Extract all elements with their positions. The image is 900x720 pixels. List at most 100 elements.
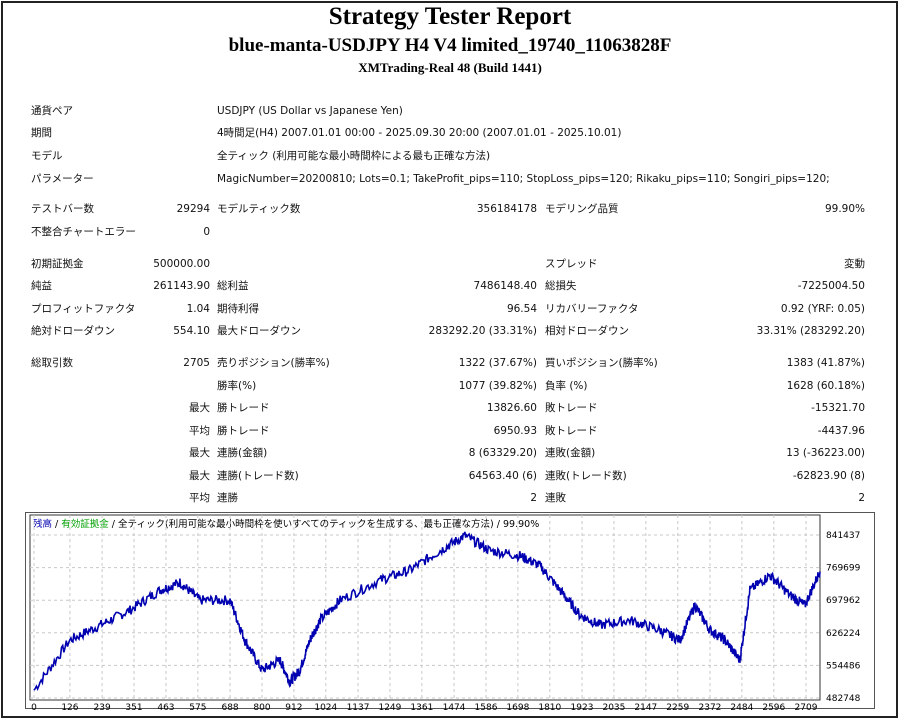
legend-model: 全ティック(利用可能な最小時間枠を使いすべてのティックを生成する、最も正確な方法… (118, 519, 494, 530)
stat-value: 96.54 (506, 303, 537, 315)
stat-value: 1322 (37.67%) (458, 357, 537, 369)
stat-value: 1628 (60.18%) (786, 380, 865, 392)
stats-row: 絶対ドローダウン 554.10 最大ドローダウン 283292.20 (33.31%)… (0, 322, 900, 340)
server-name: XMTrading-Real 48 (Build 1441) (358, 60, 542, 75)
stat-label: 期待利得 (217, 303, 259, 315)
stat-value: 6950.93 (493, 425, 537, 437)
stats-row: 不整合チャートエラー 0 (0, 223, 900, 241)
stats-row: 総取引数 2705 売りポジション(勝率%) 1322 (37.67%) 買いポジション… (0, 354, 900, 372)
x-tick-label: 463 (157, 703, 174, 713)
x-tick-label: 126 (61, 703, 78, 713)
info-value: MagicNumber=20200810; Lots=0.1; TakeProf… (217, 173, 830, 185)
stats-row: テストバー数 29294 モデルティック数 356184178 モデリング品質 99.90… (0, 200, 900, 218)
stat-label: 連勝(トレード数) (217, 470, 299, 482)
stat-value: -15321.70 (811, 402, 865, 414)
stat-label: プロフィットファクタ (31, 303, 136, 315)
stat-value: 1383 (41.87%) (786, 357, 865, 369)
stats-row: プロフィットファクタ 1.04 期待利得 96.54 リカバリーファクタ 0.92 (YR… (0, 300, 900, 318)
stat-value: 8 (63329.20) (468, 447, 537, 459)
x-tick-label: 1586 (475, 703, 498, 713)
stat-value: 最大 (189, 447, 210, 459)
stat-label: 総取引数 (31, 357, 73, 369)
stat-value: 13 (-36223.00) (786, 447, 865, 459)
y-tick-label: 841437 (826, 531, 860, 541)
stat-value: 2705 (183, 357, 210, 369)
x-tick-label: 688 (221, 703, 238, 713)
stats-row: 最大 連勝(トレード数) 64563.40 (6) 連敗(トレード数) -62823.9… (0, 467, 900, 485)
x-tick-label: 2147 (634, 703, 657, 713)
info-label: 期間 (31, 127, 52, 139)
x-tick-label: 239 (94, 703, 111, 713)
stat-label: モデルティック数 (217, 203, 301, 215)
stat-label: 連敗 (545, 492, 566, 504)
x-tick-label: 2596 (762, 703, 785, 713)
stat-label: 勝トレード (217, 425, 270, 437)
y-tick-label: 482748 (826, 694, 861, 704)
stat-value: -7225004.50 (797, 280, 865, 292)
stat-label: 買いポジション(勝率%) (545, 357, 658, 369)
stat-value: 0 (203, 226, 210, 238)
report-subtitle: blue-manta-USDJPY H4 V4 limited_19740_11… (228, 35, 672, 56)
chart-legend: 残高 / 有効証拠金 / 全ティック(利用可能な最小時間枠を使いすべてのティック… (33, 516, 539, 530)
stats-row: 平均 勝トレード 6950.93 敗トレード -4437.96 (0, 422, 900, 440)
info-row: 通貨ペア USDJPY (US Dollar vs Japanese Yen) (0, 102, 900, 120)
info-label: パラメーター (31, 173, 94, 185)
stat-label: 総利益 (217, 280, 249, 292)
y-tick-label: 626224 (826, 629, 861, 639)
stat-label: 敗トレード (545, 402, 598, 414)
stat-value: 356184178 (476, 203, 537, 215)
plot-area (29, 514, 821, 701)
stats-row: 初期証拠金 500000.00 スプレッド 変動 (0, 255, 900, 273)
info-value: 4時間足(H4) 2007.01.01 00:00 - 2025.09.30 2… (217, 127, 622, 139)
x-tick-label: 1137 (347, 703, 370, 713)
legend-sep: / (493, 519, 504, 530)
stat-label: 勝トレード (217, 402, 270, 414)
stat-label: リカバリーファクタ (545, 303, 639, 315)
legend-balance: 残高 (33, 519, 53, 530)
stat-value: 283292.20 (33.31%) (428, 325, 537, 337)
info-label: モデル (31, 150, 63, 162)
x-tick-label: 1698 (506, 703, 529, 713)
x-tick-label: 2484 (730, 703, 753, 713)
stat-value: 1077 (39.82%) (458, 380, 537, 392)
x-tick-label: 1249 (378, 703, 401, 713)
stat-value: 261143.90 (153, 280, 210, 292)
y-tick-label: 554486 (826, 661, 861, 671)
stats-row: 最大 連勝(金額) 8 (63329.20) 連敗(金額) 13 (-36223.00) (0, 444, 900, 462)
stat-value: -4437.96 (817, 425, 865, 437)
stat-label: 勝率(%) (217, 380, 257, 392)
stat-label: 売りポジション(勝率%) (217, 357, 330, 369)
info-row: モデル 全ティック (利用可能な最小時間枠による最も正確な方法) (0, 147, 900, 165)
stat-label: 連敗(金額) (545, 447, 596, 459)
x-tick-label: 2709 (795, 703, 818, 713)
info-row: パラメーター MagicNumber=20200810; Lots=0.1; Ta… (0, 170, 900, 188)
x-tick-label: 1810 (538, 703, 561, 713)
stat-label: 絶対ドローダウン (31, 325, 115, 337)
stat-value: 2 (530, 492, 537, 504)
stat-label: 負率 (%) (545, 380, 588, 392)
stat-label: 敗トレード (545, 425, 598, 437)
stat-value: -62823.90 (8) (792, 470, 865, 482)
stat-value: 最大 (189, 402, 210, 414)
info-label: 通貨ペア (31, 105, 73, 117)
stat-value: 500000.00 (153, 258, 210, 270)
info-value: 全ティック (利用可能な最小時間枠による最も正確な方法) (217, 150, 491, 162)
x-tick-label: 1024 (314, 703, 337, 713)
stat-value: 99.90% (824, 203, 865, 215)
stat-label: テストバー数 (31, 203, 94, 215)
stat-label: 連敗(トレード数) (545, 470, 627, 482)
stat-value: 554.10 (173, 325, 210, 337)
report-title: Strategy Tester Report (328, 3, 572, 30)
x-tick-label: 1361 (410, 703, 433, 713)
legend-sep: / (108, 519, 119, 530)
x-tick-label: 2372 (699, 703, 722, 713)
stat-label: 相対ドローダウン (545, 325, 629, 337)
balance-line (33, 531, 821, 692)
stat-label: 不整合チャートエラー (31, 226, 136, 238)
stat-value: 0.92 (YRF: 0.05) (780, 303, 865, 315)
stats-row: 勝率(%) 1077 (39.82%) 負率 (%) 1628 (60.18%) (0, 377, 900, 395)
stat-value: 最大 (189, 470, 210, 482)
y-tick-label: 769699 (826, 564, 861, 574)
